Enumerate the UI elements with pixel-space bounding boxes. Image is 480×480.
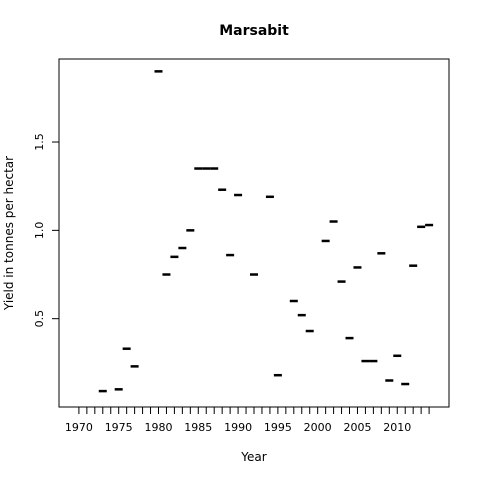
chart-title: Marsabit — [219, 23, 289, 39]
plot-frame — [58, 58, 450, 408]
data-points — [98, 70, 434, 393]
x-tick-label: 2010 — [383, 421, 411, 434]
x-tick-label: 1975 — [105, 421, 133, 434]
y-tick-label: 0.5 — [33, 310, 46, 328]
y-tick-label: 1.5 — [33, 133, 46, 151]
x-tick-label: 1980 — [144, 421, 172, 434]
x-tick-label: 1995 — [264, 421, 292, 434]
x-tick-label: 1970 — [65, 421, 93, 434]
x-axis: 1970 1975 1980 1985 1990 1995 2000 2005 2010 — [65, 407, 430, 434]
x-tick-label: 1985 — [184, 421, 212, 434]
y-axis: 0.5 1.0 1.5 — [33, 133, 59, 327]
y-axis-label: Yield in tonnes per hectar — [2, 156, 16, 311]
x-tick-label: 1990 — [224, 421, 252, 434]
y-tick-label: 1.0 — [33, 222, 46, 240]
x-tick-label: 2000 — [304, 421, 332, 434]
x-tick-label: 2005 — [343, 421, 371, 434]
x-axis-label: Year — [240, 450, 266, 464]
